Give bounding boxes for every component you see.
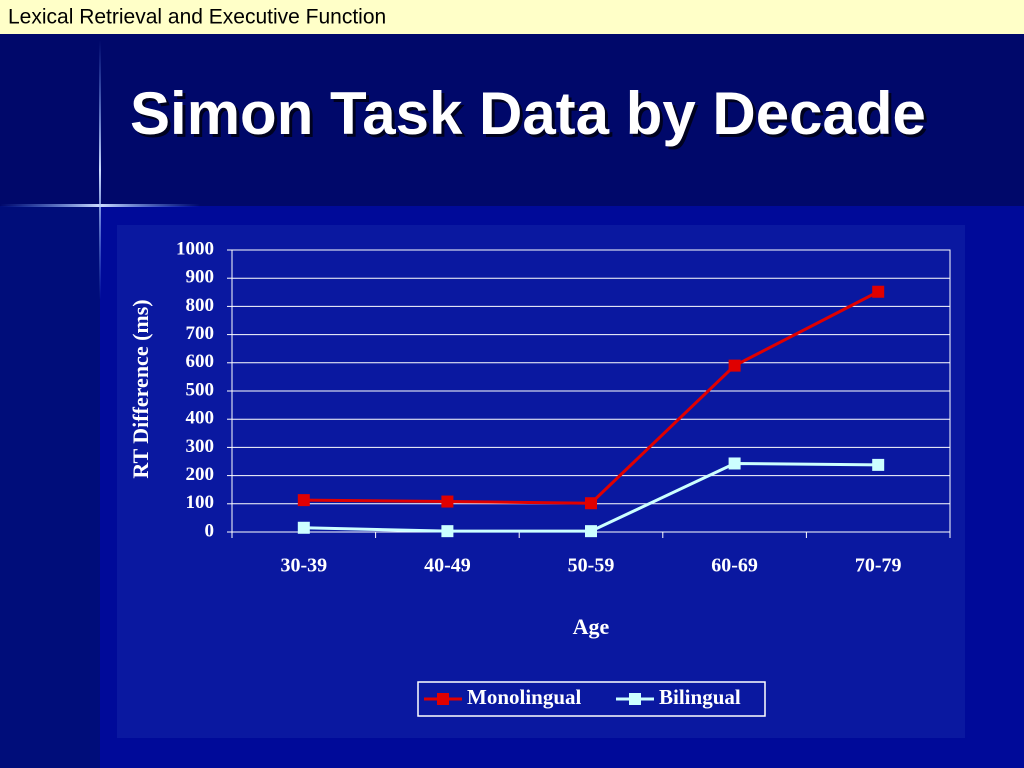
y-tick-label: 700: [186, 323, 215, 344]
data-point: [585, 525, 597, 538]
y-tick-label: 800: [186, 295, 215, 316]
x-tick-label: 60-69: [711, 555, 758, 577]
data-point: [441, 495, 454, 508]
legend-marker: [437, 693, 449, 705]
y-tick-label: 0: [205, 520, 215, 541]
y-tick-label: 600: [186, 351, 215, 372]
header-text: Lexical Retrieval and Executive Function: [8, 6, 386, 29]
slide-title: Simon Task Data by Decade: [130, 80, 926, 147]
chart-panel: [117, 225, 965, 738]
legend-label: Monolingual: [467, 685, 582, 709]
data-point: [297, 521, 310, 534]
x-tick-label: 30-39: [280, 555, 327, 577]
data-point: [297, 494, 310, 507]
y-tick-label: 500: [186, 379, 215, 400]
y-tick-label: 100: [186, 492, 215, 513]
y-tick-label: 300: [186, 436, 215, 457]
data-point: [872, 458, 885, 471]
data-point: [441, 525, 454, 538]
x-tick-label: 50-59: [568, 555, 615, 577]
data-point: [728, 359, 741, 372]
header-bar: [0, 0, 1024, 34]
legend-box: [417, 681, 766, 717]
data-point: [585, 497, 597, 510]
x-tick-label: 70-79: [855, 555, 902, 577]
title-shadow: Simon Task Data by Decade: [133, 83, 929, 150]
y-tick-label: 1000: [176, 238, 214, 259]
y-tick-label: 900: [186, 267, 215, 288]
y-tick-label: 200: [186, 464, 215, 485]
left-strip: [0, 206, 100, 768]
data-point: [728, 457, 741, 470]
legend-label: Bilingual: [659, 685, 741, 709]
title-band: [0, 34, 1024, 206]
glow-line: [99, 40, 101, 300]
x-tick-label: 40-49: [424, 555, 471, 577]
y-axis-title: RT Difference (ms): [128, 299, 153, 478]
x-axis-title: Age: [573, 614, 610, 639]
data-point: [872, 285, 885, 298]
y-tick-label: 400: [186, 408, 215, 429]
legend-marker: [629, 693, 641, 705]
